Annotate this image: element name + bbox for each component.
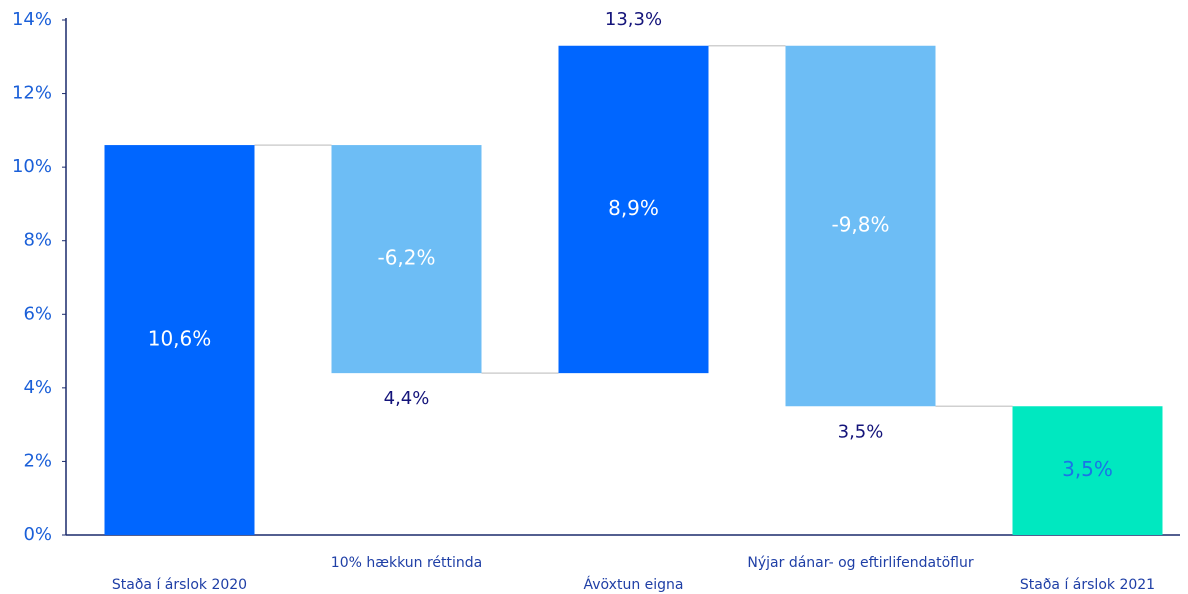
y-tick-label: 4% <box>23 377 52 398</box>
x-tick-label: 10% hækkun réttinda <box>331 555 482 571</box>
value-label: 8,9% <box>608 196 659 220</box>
subtotal-label: 13,3% <box>605 9 662 30</box>
subtotal-label: 4,4% <box>384 388 430 409</box>
bar <box>1012 406 1163 535</box>
y-tick-label: 14% <box>12 9 52 30</box>
x-tick-label: Nýjar dánar- og eftirlifendatöflur <box>747 555 973 571</box>
value-label: 10,6% <box>148 327 212 351</box>
bar <box>104 145 255 536</box>
y-tick-label: 12% <box>12 83 52 104</box>
value-label: -6,2% <box>377 246 435 270</box>
bar <box>331 145 482 374</box>
value-label: 3,5% <box>1062 457 1113 481</box>
y-tick-label: 8% <box>23 230 52 251</box>
y-tick-label: 0% <box>23 524 52 545</box>
bar <box>785 45 936 407</box>
x-tick-label: Ávöxtun eigna <box>584 576 684 593</box>
value-label: -9,8% <box>831 213 889 237</box>
bar <box>558 45 709 374</box>
y-tick-label: 10% <box>12 156 52 177</box>
x-tick-label: Staða í árslok 2021 <box>1020 577 1155 593</box>
y-tick-label: 6% <box>23 303 52 324</box>
subtotal-label: 3,5% <box>838 421 884 442</box>
x-tick-label: Staða í árslok 2020 <box>112 577 247 593</box>
y-tick-label: 2% <box>23 450 52 471</box>
